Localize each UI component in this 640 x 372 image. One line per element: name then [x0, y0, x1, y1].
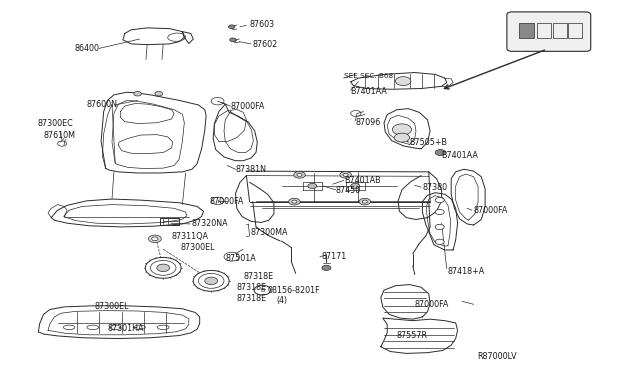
Text: 87000FA: 87000FA: [474, 206, 508, 215]
Ellipse shape: [109, 325, 121, 330]
Text: B7505+B: B7505+B: [410, 138, 447, 147]
Ellipse shape: [63, 325, 75, 330]
Circle shape: [435, 198, 444, 203]
Text: R87000LV: R87000LV: [477, 352, 516, 361]
Text: 87320NA: 87320NA: [192, 219, 228, 228]
Ellipse shape: [87, 325, 99, 330]
Circle shape: [152, 237, 158, 241]
Circle shape: [435, 224, 444, 230]
Text: 87301HA: 87301HA: [108, 324, 144, 333]
Ellipse shape: [134, 325, 145, 330]
Circle shape: [157, 264, 170, 272]
Text: 87381N: 87381N: [236, 165, 266, 174]
Circle shape: [394, 133, 410, 142]
Text: 87318E: 87318E: [237, 294, 267, 303]
Circle shape: [198, 273, 224, 288]
Circle shape: [134, 92, 141, 96]
Text: 87000FA: 87000FA: [209, 197, 244, 206]
Text: B7401AB: B7401AB: [344, 176, 381, 185]
Circle shape: [297, 173, 302, 176]
Text: 87300EC: 87300EC: [37, 119, 73, 128]
FancyBboxPatch shape: [568, 23, 582, 38]
Circle shape: [435, 239, 444, 244]
Text: 87600N: 87600N: [86, 100, 117, 109]
Text: 87318E: 87318E: [237, 283, 267, 292]
Text: 87603: 87603: [250, 20, 275, 29]
Circle shape: [362, 200, 367, 203]
Ellipse shape: [157, 325, 169, 330]
Circle shape: [294, 171, 305, 178]
Circle shape: [145, 257, 181, 278]
Text: B7401AA: B7401AA: [351, 87, 388, 96]
Text: 87418+A: 87418+A: [448, 267, 485, 276]
FancyBboxPatch shape: [553, 23, 567, 38]
Text: B7401AA: B7401AA: [442, 151, 479, 160]
Circle shape: [228, 25, 235, 29]
Circle shape: [322, 265, 331, 270]
FancyBboxPatch shape: [507, 12, 591, 51]
Circle shape: [351, 183, 360, 189]
Circle shape: [435, 150, 445, 155]
Circle shape: [155, 92, 163, 96]
Circle shape: [148, 235, 161, 243]
Text: 87300EL: 87300EL: [180, 243, 215, 251]
Circle shape: [205, 277, 218, 285]
Text: 87501A: 87501A: [225, 254, 256, 263]
Text: 87096: 87096: [355, 118, 380, 126]
Circle shape: [193, 270, 229, 291]
Circle shape: [340, 171, 351, 178]
Text: 87602: 87602: [253, 40, 278, 49]
Text: 08156-8201F: 08156-8201F: [268, 286, 320, 295]
Text: SEE SEC. B68: SEE SEC. B68: [344, 73, 394, 79]
Text: 87300EL: 87300EL: [95, 302, 129, 311]
Circle shape: [396, 77, 411, 86]
Circle shape: [359, 198, 371, 205]
Text: B: B: [260, 288, 264, 293]
FancyBboxPatch shape: [519, 23, 534, 38]
Circle shape: [254, 285, 271, 295]
Text: 87557R: 87557R: [397, 331, 428, 340]
Circle shape: [435, 209, 444, 215]
Circle shape: [392, 124, 412, 135]
Circle shape: [292, 200, 297, 203]
Text: (4): (4): [276, 296, 287, 305]
Text: 87000FA: 87000FA: [230, 102, 265, 110]
Text: 87300MA: 87300MA: [251, 228, 289, 237]
Circle shape: [289, 198, 300, 205]
Text: 87318E: 87318E: [243, 272, 273, 280]
Text: 87000FA: 87000FA: [415, 300, 449, 309]
Text: 86400: 86400: [74, 44, 99, 53]
Circle shape: [308, 183, 317, 189]
Text: 87610M: 87610M: [44, 131, 76, 140]
Text: 87450: 87450: [335, 186, 360, 195]
FancyBboxPatch shape: [537, 23, 551, 38]
Circle shape: [150, 260, 176, 275]
Circle shape: [230, 38, 236, 42]
Text: 87171: 87171: [321, 252, 346, 261]
Text: 87380: 87380: [422, 183, 447, 192]
Text: 87311QA: 87311QA: [172, 232, 209, 241]
Circle shape: [343, 173, 348, 176]
